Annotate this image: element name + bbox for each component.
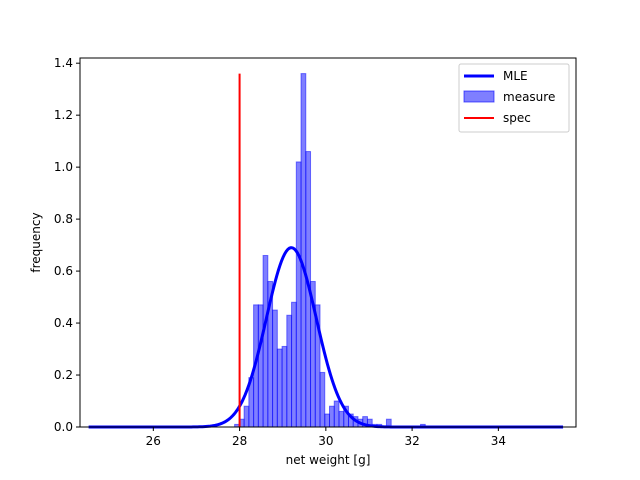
y-tick-label-0: 0.0: [54, 420, 73, 434]
histogram-bar-5: [257, 304, 264, 428]
histogram-bar-10: [281, 345, 288, 428]
histogram-bar-13: [295, 161, 302, 428]
histogram-bar-18: [319, 371, 326, 428]
x-axis-ticks: 26 28 30 32 34: [146, 427, 506, 448]
y-tick-label-1: 0.2: [54, 368, 73, 382]
y-tick-label-6: 1.2: [54, 108, 73, 122]
y-tick-label-3: 0.6: [54, 264, 73, 278]
histogram-bar-12: [291, 301, 297, 428]
y-axis-label: frequency: [29, 212, 43, 272]
axes-frame: [79, 57, 577, 428]
x-tick-label-1: 28: [232, 434, 247, 448]
x-tick-label-4: 34: [491, 434, 506, 448]
legend-measure-label: measure: [503, 90, 555, 104]
histogram-bar-2: [243, 405, 250, 428]
x-axis-label: net weight [g]: [286, 453, 371, 467]
y-tick-label-2: 0.4: [54, 316, 73, 330]
histogram-bar-8: [272, 309, 278, 428]
y-tick-label-5: 1.0: [54, 160, 73, 174]
y-axis-ticks: 0.0 0.2 0.4 0.6 0.8 1.0 1.2 1.4: [54, 56, 80, 434]
histogram-bar-20: [329, 405, 335, 428]
histogram-bar-19: [324, 413, 331, 428]
y-tick-label-4: 0.8: [54, 212, 73, 226]
legend-box: [458, 63, 570, 133]
histogram-bar-6: [262, 254, 269, 428]
x-tick-label-3: 32: [404, 434, 419, 448]
histogram-bar-14: [300, 73, 307, 428]
legend: MLE measure spec: [458, 63, 570, 133]
histogram-bar-11: [286, 314, 293, 428]
legend-mle-label: MLE: [503, 69, 528, 83]
histogram-bar-9: [276, 348, 283, 428]
legend-spec-label: spec: [503, 111, 531, 125]
histogram-bar-21: [333, 400, 340, 428]
x-tick-label-0: 26: [146, 434, 161, 448]
histogram-bar-22: [338, 410, 345, 428]
y-tick-label-7: 1.4: [54, 56, 73, 70]
legend-measure-swatch: [463, 90, 495, 103]
x-tick-label-2: 30: [318, 434, 333, 448]
